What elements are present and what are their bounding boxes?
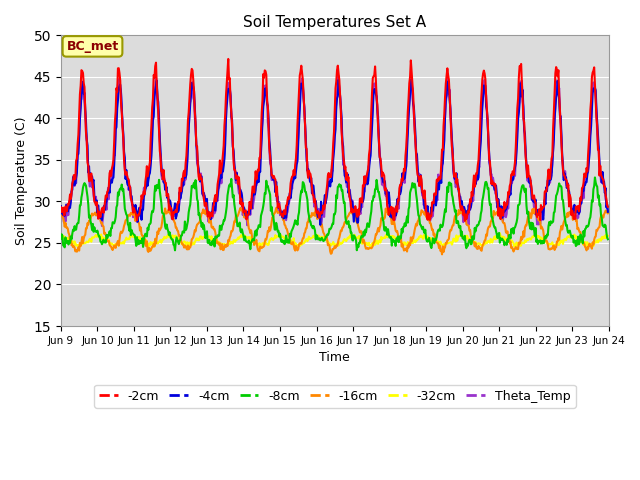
Y-axis label: Soil Temperature (C): Soil Temperature (C) xyxy=(15,117,28,245)
Legend: -2cm, -4cm, -8cm, -16cm, -32cm, Theta_Temp: -2cm, -4cm, -8cm, -16cm, -32cm, Theta_Te… xyxy=(94,384,575,408)
Text: BC_met: BC_met xyxy=(67,40,118,53)
Title: Soil Temperatures Set A: Soil Temperatures Set A xyxy=(243,15,426,30)
X-axis label: Time: Time xyxy=(319,351,350,364)
